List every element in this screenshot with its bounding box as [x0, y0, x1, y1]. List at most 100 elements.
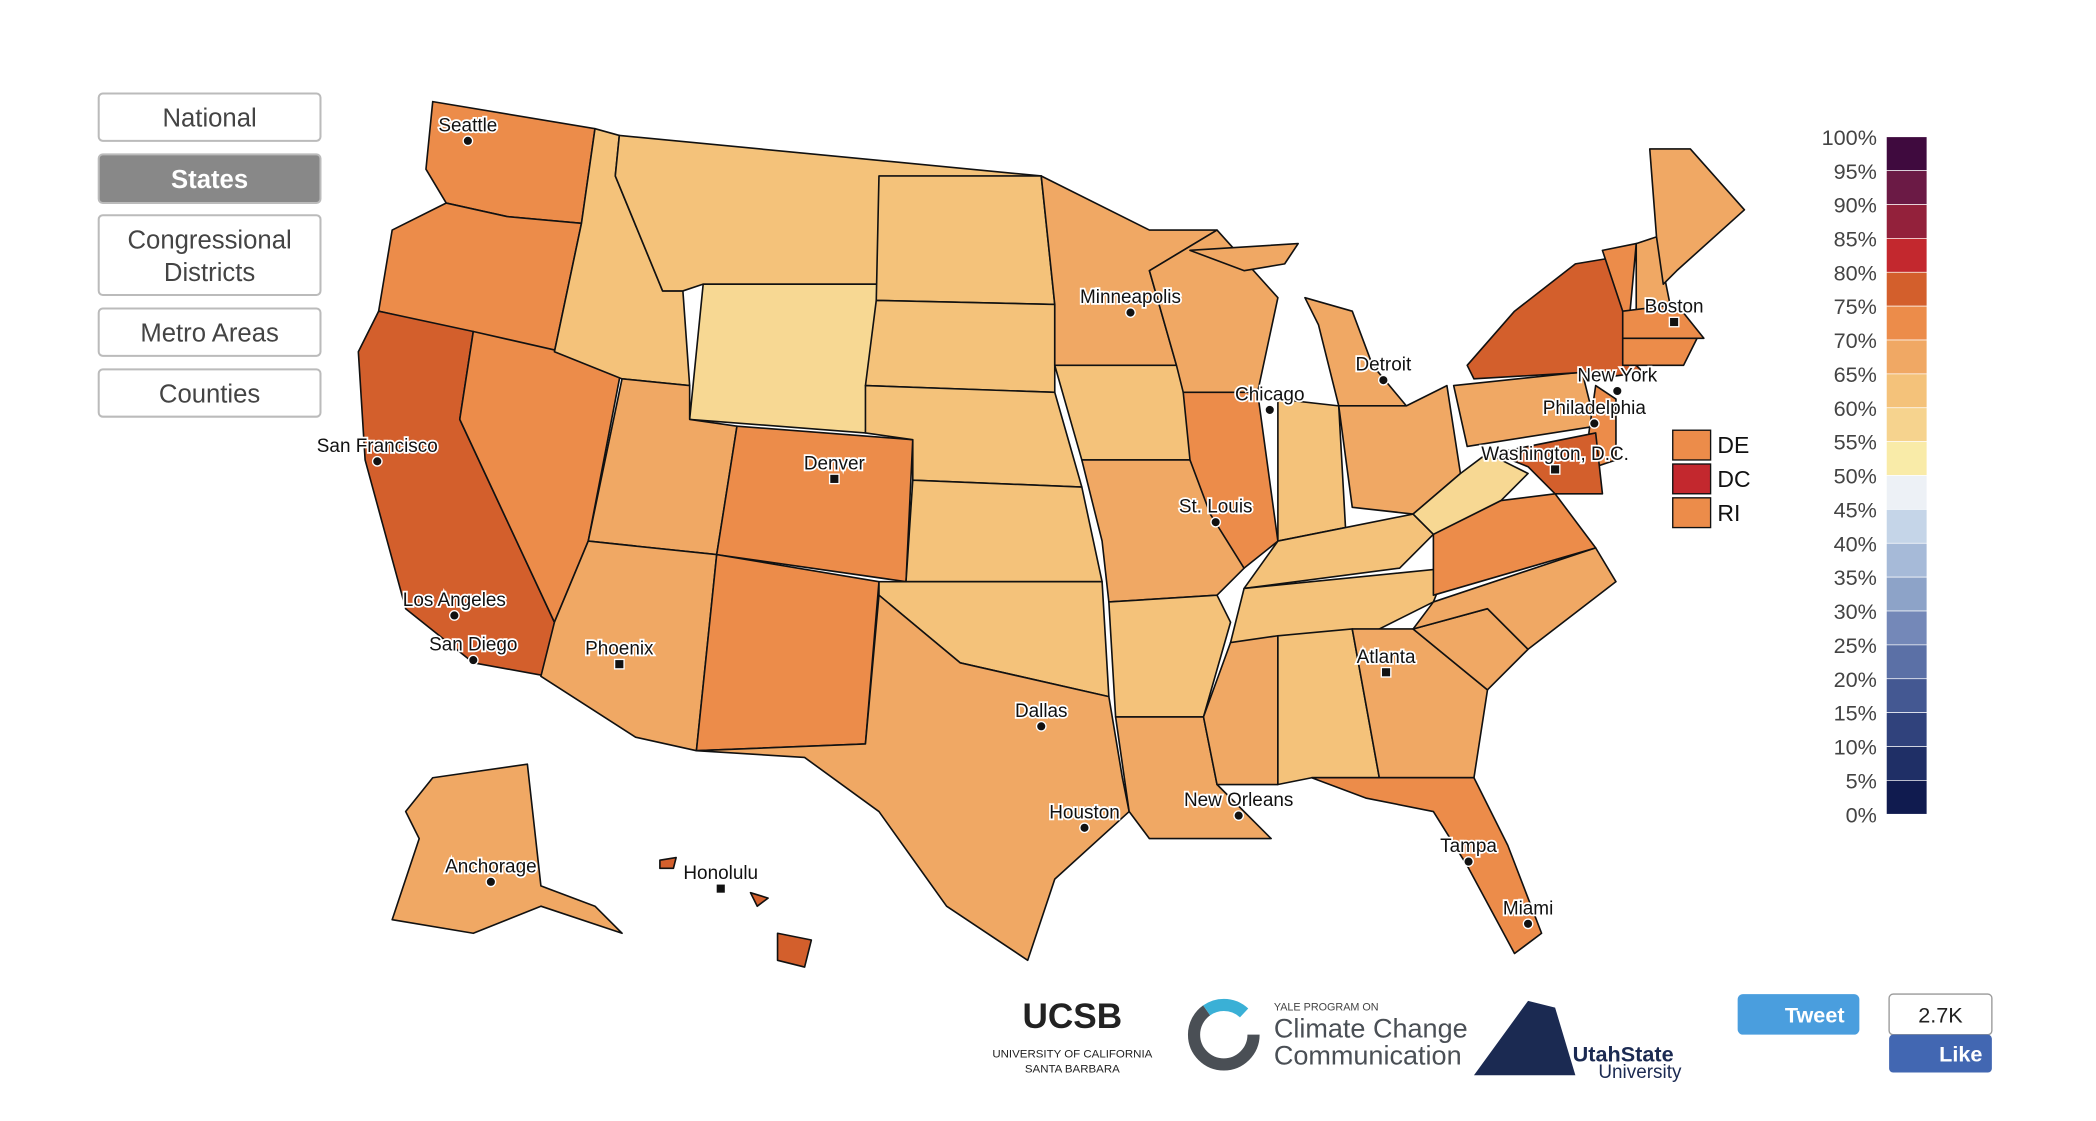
color-scale: 100% 95% 90% 85% 80% 75% 70% 65% 60% 55% 50% 45% 40%… — [1822, 125, 1928, 827]
scale-swatch — [1886, 305, 1928, 341]
like-count: 2.7K — [1918, 1003, 1963, 1028]
view-button[interactable] — [97, 214, 322, 296]
city-label: Denver — [804, 453, 865, 474]
view-button[interactable] — [97, 368, 322, 418]
city-marker — [1463, 856, 1474, 867]
scale-swatch — [1886, 678, 1928, 713]
city-label: Philadelphia — [1543, 398, 1647, 419]
view-buttons[interactable]: National States Congressional Districts Metr… — [97, 92, 322, 418]
city-marker — [467, 654, 479, 666]
scale-swatch — [1886, 712, 1928, 747]
view-button-label[interactable]: Districts — [164, 259, 255, 287]
view-button[interactable] — [97, 307, 322, 357]
city-marker — [1125, 307, 1136, 318]
scale-label: 20% — [1834, 667, 1877, 692]
scale-label: 85% — [1834, 227, 1877, 252]
legend-label: RI — [1717, 500, 1740, 526]
city-label: Honolulu — [683, 863, 758, 884]
scale-swatch — [1886, 339, 1928, 375]
scale-label: 30% — [1834, 599, 1877, 624]
scale-swatch — [1886, 475, 1928, 510]
scale-label: 60% — [1834, 396, 1877, 421]
view-button[interactable] — [97, 153, 322, 205]
scale-label: 25% — [1834, 633, 1877, 658]
city-marker — [1210, 516, 1222, 528]
view-button-label[interactable]: States — [171, 166, 248, 194]
scale-swatch — [1886, 780, 1928, 815]
us-map — [357, 100, 1746, 968]
city-marker — [1264, 404, 1276, 416]
city-label: Atlanta — [1357, 647, 1416, 668]
logo-text: YALE PROGRAM ON — [1274, 1001, 1379, 1013]
scale-label: 90% — [1834, 193, 1877, 218]
logo-text: Communication — [1274, 1040, 1462, 1070]
scale-label: 5% — [1846, 768, 1877, 793]
logo-ring — [1187, 998, 1260, 1071]
city-layer: Seattle San Francisco Los Angeles San Diego… — [315, 114, 1705, 930]
scale-swatch — [1886, 576, 1928, 612]
city-label: Dallas — [1015, 701, 1068, 722]
city-label: San Diego — [429, 635, 517, 656]
scale-label: 65% — [1834, 362, 1877, 387]
city-marker — [1233, 810, 1245, 822]
like-label[interactable]: Like — [1939, 1042, 1982, 1067]
city-label: Boston — [1645, 297, 1704, 318]
scale-label: 10% — [1834, 735, 1877, 760]
tweet-label[interactable]: Tweet — [1785, 1003, 1845, 1028]
scale-label: 35% — [1834, 565, 1877, 590]
scale-label: 100% — [1822, 125, 1877, 150]
scale-swatch — [1886, 271, 1928, 307]
city-marker — [1377, 374, 1389, 386]
view-button-label[interactable]: Congressional — [127, 226, 291, 254]
legend-swatch — [1672, 497, 1712, 529]
scale-swatch — [1886, 509, 1928, 544]
logo-ring — [1187, 998, 1260, 1071]
city-label: Tampa — [1440, 836, 1497, 857]
scale-label: 95% — [1834, 159, 1877, 184]
city-label: San Francisco — [317, 436, 438, 457]
legend-swatch — [1672, 429, 1712, 461]
city-marker — [371, 455, 383, 467]
scale-label: 70% — [1834, 328, 1877, 353]
scale-swatch — [1886, 136, 1928, 171]
scale-label: 50% — [1834, 464, 1877, 489]
city-marker — [1079, 822, 1090, 834]
city-label: Seattle — [438, 115, 497, 136]
view-button-label[interactable]: Counties — [159, 380, 260, 408]
logo-text: UtahState — [1573, 1042, 1674, 1067]
legend-swatch — [1672, 463, 1712, 495]
city-label: Houston — [1049, 802, 1119, 823]
city-marker — [462, 135, 474, 147]
scale-label: 45% — [1834, 497, 1877, 522]
city-label: New Orleans — [1184, 790, 1293, 811]
scale-swatch — [1886, 204, 1928, 239]
view-button-label[interactable]: Metro Areas — [140, 320, 278, 348]
view-button-label[interactable]: National — [162, 105, 256, 133]
city-label: Minneapolis — [1080, 287, 1181, 308]
like-button[interactable] — [1889, 1034, 1992, 1073]
scale-swatch — [1886, 644, 1928, 680]
legend-label: DC — [1717, 466, 1750, 492]
city-marker — [1611, 385, 1623, 397]
legend-label: DE — [1717, 432, 1749, 458]
city-label: Detroit — [1355, 355, 1411, 376]
city-label: St. Louis — [1179, 497, 1253, 518]
scale-label: 40% — [1834, 531, 1877, 556]
logo-text: SANTA BARBARA — [1025, 1064, 1120, 1076]
city-marker — [715, 883, 727, 895]
view-button[interactable] — [97, 92, 322, 142]
city-label: Phoenix — [585, 639, 654, 660]
tweet-button[interactable] — [1737, 994, 1860, 1035]
scale-swatch — [1886, 407, 1928, 442]
city-label: Chicago — [1235, 384, 1304, 405]
city-label: New York — [1577, 366, 1657, 387]
city-marker — [828, 473, 840, 485]
social: Tweet 2.7K Like — [1737, 993, 1993, 1073]
city-label: Anchorage — [445, 856, 537, 877]
scale-label: 80% — [1834, 260, 1877, 285]
city-marker — [1668, 316, 1680, 328]
scale-swatch — [1886, 610, 1928, 646]
scale-swatch — [1886, 441, 1928, 476]
city-marker — [1522, 918, 1534, 930]
